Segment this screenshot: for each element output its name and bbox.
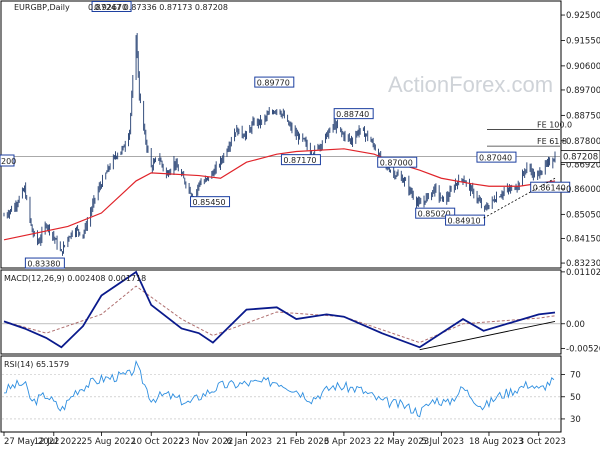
macd-tick-label: -0.005267 — [566, 345, 600, 355]
price-tick-label: 0.87800 — [566, 137, 600, 147]
price-label: 0.89770 — [257, 79, 290, 88]
rsi-line — [3, 360, 555, 418]
macd-lines — [2, 270, 560, 351]
price-tick-label: 0.84150 — [566, 234, 600, 244]
price-tick-label: 0.86920 — [566, 160, 600, 170]
x-tick-label: 21 Feb 2023 — [276, 437, 329, 447]
price-label: 0.85450 — [193, 198, 226, 207]
price-label: 0.85020 — [418, 210, 451, 219]
price-label: 0.87170 — [283, 156, 316, 165]
price-label: 0.87000 — [380, 159, 413, 168]
left-edge-tag — [0, 154, 15, 167]
x-tick-label: 23 Nov 2022 — [179, 437, 233, 447]
price-label: 0.83380 — [27, 260, 60, 269]
price-label-box — [445, 214, 486, 226]
price-tick-label: 0.86000 — [566, 185, 600, 195]
price-trendline — [483, 177, 556, 219]
watermark: ActionForex.com — [388, 72, 553, 97]
x-tick-label: 3 Oct 2023 — [519, 437, 566, 447]
rsi-tick-label: 30 — [570, 415, 581, 425]
price-tick-label: 0.89700 — [566, 86, 600, 96]
rsi-panel — [0, 355, 562, 433]
price-label-box — [530, 181, 571, 193]
ohlc-values: 0.87247 0.87336 0.87173 0.87208 — [88, 3, 228, 12]
x-tick-label: 25 Aug 2022 — [81, 437, 135, 447]
rsi-title: RSI(14) 65.1579 — [4, 360, 69, 369]
price-tick-label: 0.92500 — [566, 11, 600, 21]
macd-tick-label: 0.011027 — [566, 268, 600, 278]
x-tick-label: 18 Aug 2023 — [469, 437, 523, 447]
ma-line — [3, 148, 556, 241]
macd-tick-label: 0.00 — [566, 320, 585, 330]
rsi-line — [2, 360, 560, 420]
price-tick-label: 0.85050 — [566, 210, 600, 220]
fib-label: FE 100.0 — [537, 121, 572, 130]
macd-line — [3, 270, 556, 349]
x-tick-label: 6 Apr 2023 — [324, 437, 371, 447]
macd-trendline — [419, 320, 556, 351]
rsi-tick-label: 70 — [570, 371, 581, 381]
x-tick-label: 22 May 2023 — [374, 437, 429, 447]
price-tick-label: 0.88750 — [566, 111, 600, 121]
chart-symbol: EURGBP,Daily — [14, 3, 70, 12]
price-label-box — [254, 76, 295, 88]
price-label-box — [333, 108, 374, 120]
moving-average — [3, 148, 556, 241]
price-label-box — [190, 196, 231, 208]
price-tick-label: 0.90600 — [566, 62, 600, 72]
left-edge-label: 200 — [1, 157, 16, 166]
price-tick-label: 0.91550 — [566, 36, 600, 46]
price-label-box — [377, 156, 418, 168]
fib-label: FE 61.8 — [537, 137, 567, 146]
price-label-box — [91, 0, 132, 12]
price-tick-label: 0.83230 — [566, 259, 600, 269]
x-tick-label: 12 Jul 2022 — [34, 437, 82, 447]
price-label: 0.84910 — [448, 217, 481, 226]
price-label-box — [24, 257, 65, 269]
x-tick-label: 5 Jul 2023 — [421, 437, 464, 447]
price-label-box — [280, 154, 321, 166]
price-labels: 0.92670 0.83380 0.85450 0.89770 0.87170 0.887… — [24, 0, 571, 269]
rsi-tick-label: 50 — [570, 393, 581, 403]
x-tick-label: 27 May 2022 — [4, 437, 59, 447]
x-tick-label: 6 Jan 2023 — [226, 437, 272, 447]
price-label-box — [415, 207, 456, 219]
price-label: 0.92670 — [94, 3, 127, 12]
y-axis: 0.92500 0.91550 0.90600 0.89700 0.88750 0.878… — [560, 11, 600, 425]
x-tick-label: 10 Oct 2022 — [131, 437, 184, 447]
last-price-label: 0.87208 — [563, 153, 598, 163]
price-label: 0.87040 — [479, 154, 512, 163]
price-label: 0.88740 — [336, 110, 369, 119]
price-label: 0.86140 — [533, 184, 566, 193]
macd-title: MACD(12,26,9) 0.002408 0.001718 — [4, 274, 146, 283]
price-label-box — [476, 151, 517, 163]
macd-signal-line — [3, 285, 556, 344]
last-price-tag — [560, 150, 600, 164]
